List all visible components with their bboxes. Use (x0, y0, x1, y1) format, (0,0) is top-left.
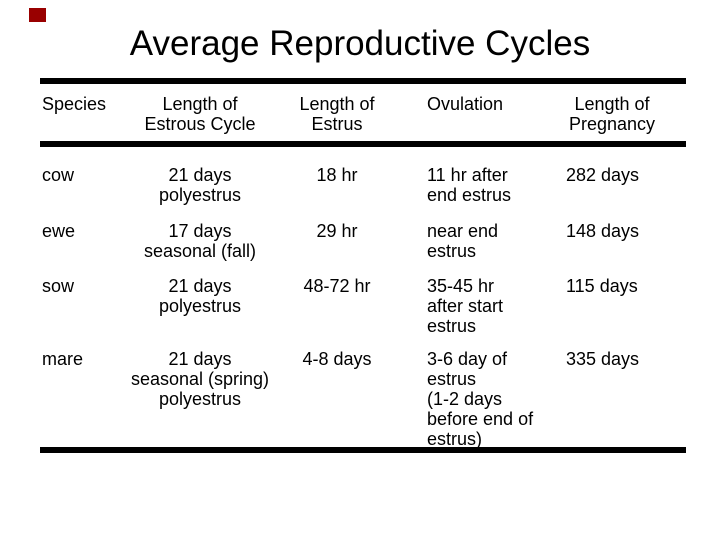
mare-pregnancy-cell: 335 days (566, 349, 640, 369)
ewe-estrous-cycle-cell: 17 days seasonal (fall) (143, 221, 257, 261)
corner-accent-box (29, 8, 46, 22)
cow-pregnancy-cell: 282 days (566, 165, 640, 185)
table-bottom-rule (40, 447, 686, 453)
sow-estrous-cycle-cell: 21 days polyestrus (158, 276, 242, 316)
col-header-estrous-cycle: Length of Estrous Cycle (144, 94, 256, 134)
cow-species-cell: cow (42, 165, 75, 185)
col-header-estrus: Length of Estrus (299, 94, 375, 134)
cow-estrus-cell: 18 hr (316, 165, 358, 185)
sow-species-cell: sow (42, 276, 75, 296)
mare-estrus-cell: 4-8 days (302, 349, 372, 369)
sow-ovulation-cell: 35-45 hr after start estrus (427, 276, 504, 336)
col-header-species: Species (42, 94, 107, 114)
col-header-ovulation: Ovulation (427, 94, 504, 114)
mare-ovulation-cell: 3-6 day of estrus (1-2 days before end o… (427, 349, 534, 449)
sow-estrus-cell: 48-72 hr (303, 276, 371, 296)
mare-estrous-cycle-cell: 21 days seasonal (spring) polyestrus (130, 349, 270, 409)
sow-pregnancy-cell: 115 days (566, 276, 638, 296)
ewe-species-cell: ewe (42, 221, 76, 241)
cow-ovulation-cell: 11 hr after end estrus (427, 165, 512, 205)
table-top-rule (40, 78, 686, 84)
col-header-pregnancy: Length of Pregnancy (568, 94, 656, 134)
cow-estrous-cycle-cell: 21 days polyestrus (158, 165, 242, 205)
slide-title: Average Reproductive Cycles (129, 24, 591, 63)
ewe-pregnancy-cell: 148 days (566, 221, 640, 241)
ewe-ovulation-cell: near end estrus (427, 221, 499, 261)
table-header-rule (40, 141, 686, 147)
ewe-estrus-cell: 29 hr (316, 221, 358, 241)
mare-species-cell: mare (42, 349, 84, 369)
